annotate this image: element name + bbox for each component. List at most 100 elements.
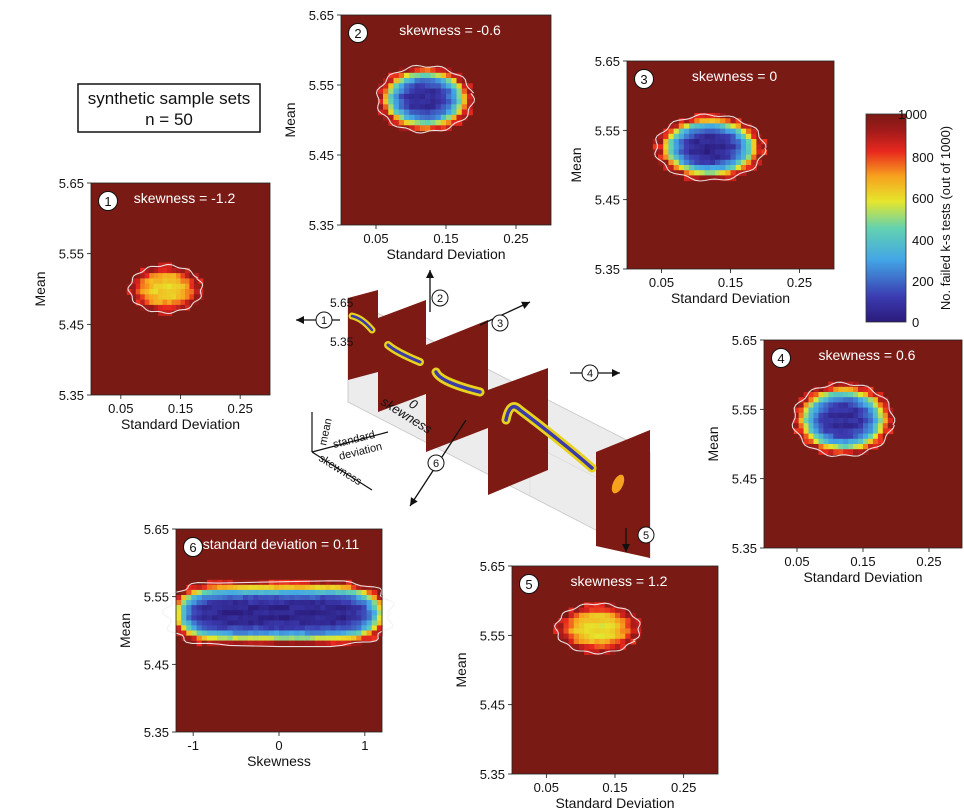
heatmap-cell bbox=[683, 154, 690, 161]
heatmap-cell bbox=[456, 114, 463, 121]
heatmap-cell bbox=[798, 428, 805, 435]
heatmap-cell bbox=[201, 600, 208, 606]
heatmap-cell bbox=[237, 620, 244, 626]
heatmap-cell bbox=[678, 123, 685, 130]
heatmap-cell bbox=[153, 283, 159, 290]
heatmap-cell bbox=[351, 595, 357, 601]
heatmap-cell bbox=[176, 620, 182, 626]
heatmap-cell bbox=[823, 392, 829, 398]
heatmap-cell bbox=[404, 83, 410, 90]
heatmap-cell bbox=[699, 154, 706, 161]
heatmap-cell bbox=[823, 438, 829, 445]
heatmap-cell bbox=[162, 299, 168, 306]
heatmap-cell bbox=[853, 392, 859, 398]
heatmap-cell bbox=[818, 418, 824, 424]
heatmap-cell bbox=[162, 283, 168, 290]
heatmap-cell bbox=[868, 423, 874, 429]
heatmap-cell bbox=[594, 623, 601, 629]
heatmap-cell bbox=[818, 433, 824, 440]
heatmap-cell bbox=[419, 83, 426, 90]
heatmap-cell bbox=[863, 402, 869, 409]
heatmap-cell bbox=[253, 620, 259, 626]
contour-line bbox=[654, 113, 767, 182]
heatmap-cell bbox=[446, 78, 452, 84]
heatmap-cell bbox=[678, 149, 685, 156]
heatmap-cell bbox=[144, 289, 150, 295]
heatmap-cell bbox=[351, 625, 357, 631]
heatmap-cell bbox=[393, 72, 400, 79]
heatmap-cell bbox=[813, 428, 819, 435]
heatmap-cell bbox=[176, 595, 182, 601]
heatmap-cell bbox=[625, 618, 631, 624]
heatmap-cell bbox=[803, 407, 810, 414]
heatmap-cell bbox=[689, 154, 695, 161]
heatmap-cell bbox=[715, 175, 721, 182]
heatmap-cell bbox=[335, 579, 342, 586]
heatmap-cell bbox=[720, 175, 726, 182]
heatmap-cell bbox=[279, 605, 285, 611]
heatmap-cell bbox=[599, 628, 606, 635]
colorbar-tick: 400 bbox=[912, 233, 934, 248]
panel-badge bbox=[771, 348, 791, 368]
heatmap-cell bbox=[683, 139, 690, 145]
heatmap-cell bbox=[212, 620, 218, 626]
x-tick-label: 0.25 bbox=[228, 401, 253, 416]
y-tick-label: 5.55 bbox=[309, 78, 334, 93]
heatmap-cell bbox=[430, 114, 437, 121]
heatmap-cell bbox=[720, 123, 726, 130]
heatmap-cell bbox=[740, 154, 747, 161]
heatmap-cell bbox=[568, 618, 575, 624]
heatmap-cell bbox=[409, 88, 416, 95]
heatmap-cell bbox=[181, 630, 187, 637]
heatmap-cell bbox=[594, 638, 601, 645]
heatmap-cell bbox=[678, 139, 685, 145]
heatmap-cell bbox=[725, 123, 731, 130]
heatmap-cell bbox=[584, 607, 590, 614]
heatmap-cell bbox=[553, 628, 559, 635]
heatmap-cell bbox=[325, 625, 332, 631]
heatmap-cell bbox=[620, 638, 626, 645]
heatmap-cell bbox=[709, 154, 716, 161]
heatmap-cell bbox=[294, 635, 301, 642]
heatmap-cell bbox=[227, 630, 234, 637]
heatmap-cell bbox=[237, 600, 244, 606]
heatmap-cell bbox=[201, 595, 208, 601]
heatmap-cell bbox=[451, 72, 458, 79]
heatmap-cell bbox=[279, 600, 285, 606]
heatmap-cell bbox=[222, 630, 228, 637]
stack-slice bbox=[348, 290, 378, 380]
heatmap-cell bbox=[366, 625, 373, 631]
heatmap-cell bbox=[153, 289, 159, 295]
heatmap-cell bbox=[715, 128, 721, 135]
heatmap-cell bbox=[594, 649, 601, 655]
heatmap-cell bbox=[604, 644, 611, 650]
heatmap-cell bbox=[689, 149, 695, 156]
heatmap-cell bbox=[798, 418, 805, 424]
heatmap-cell bbox=[351, 600, 357, 606]
heatmap-cell bbox=[320, 600, 326, 606]
heatmap-cell bbox=[335, 635, 342, 642]
heatmap-cell bbox=[419, 99, 426, 105]
heatmap-cell bbox=[863, 412, 869, 419]
heatmap-cell bbox=[361, 630, 368, 637]
heatmap-cell bbox=[704, 144, 711, 150]
heatmap-cell bbox=[853, 407, 859, 414]
heatmap-cell bbox=[409, 83, 416, 90]
panel-badge bbox=[519, 574, 539, 594]
heatmap-cell bbox=[887, 412, 894, 419]
heatmap-cell bbox=[430, 99, 437, 105]
heatmap-cell bbox=[833, 418, 839, 424]
heatmap-cell bbox=[630, 623, 637, 629]
heatmap-cell bbox=[435, 120, 442, 126]
heatmap-cell bbox=[813, 433, 819, 440]
heatmap-cell bbox=[227, 589, 234, 596]
heatmap-cell bbox=[335, 589, 342, 596]
heatmap-cell bbox=[335, 605, 342, 611]
heatmap-cell bbox=[419, 120, 426, 126]
heatmap-cell bbox=[833, 449, 839, 455]
heatmap-cell bbox=[351, 640, 357, 647]
heatmap-cell bbox=[217, 635, 223, 642]
heatmap-cell bbox=[730, 139, 737, 145]
heatmap-cell bbox=[263, 610, 270, 616]
heatmap-cell bbox=[848, 428, 854, 435]
